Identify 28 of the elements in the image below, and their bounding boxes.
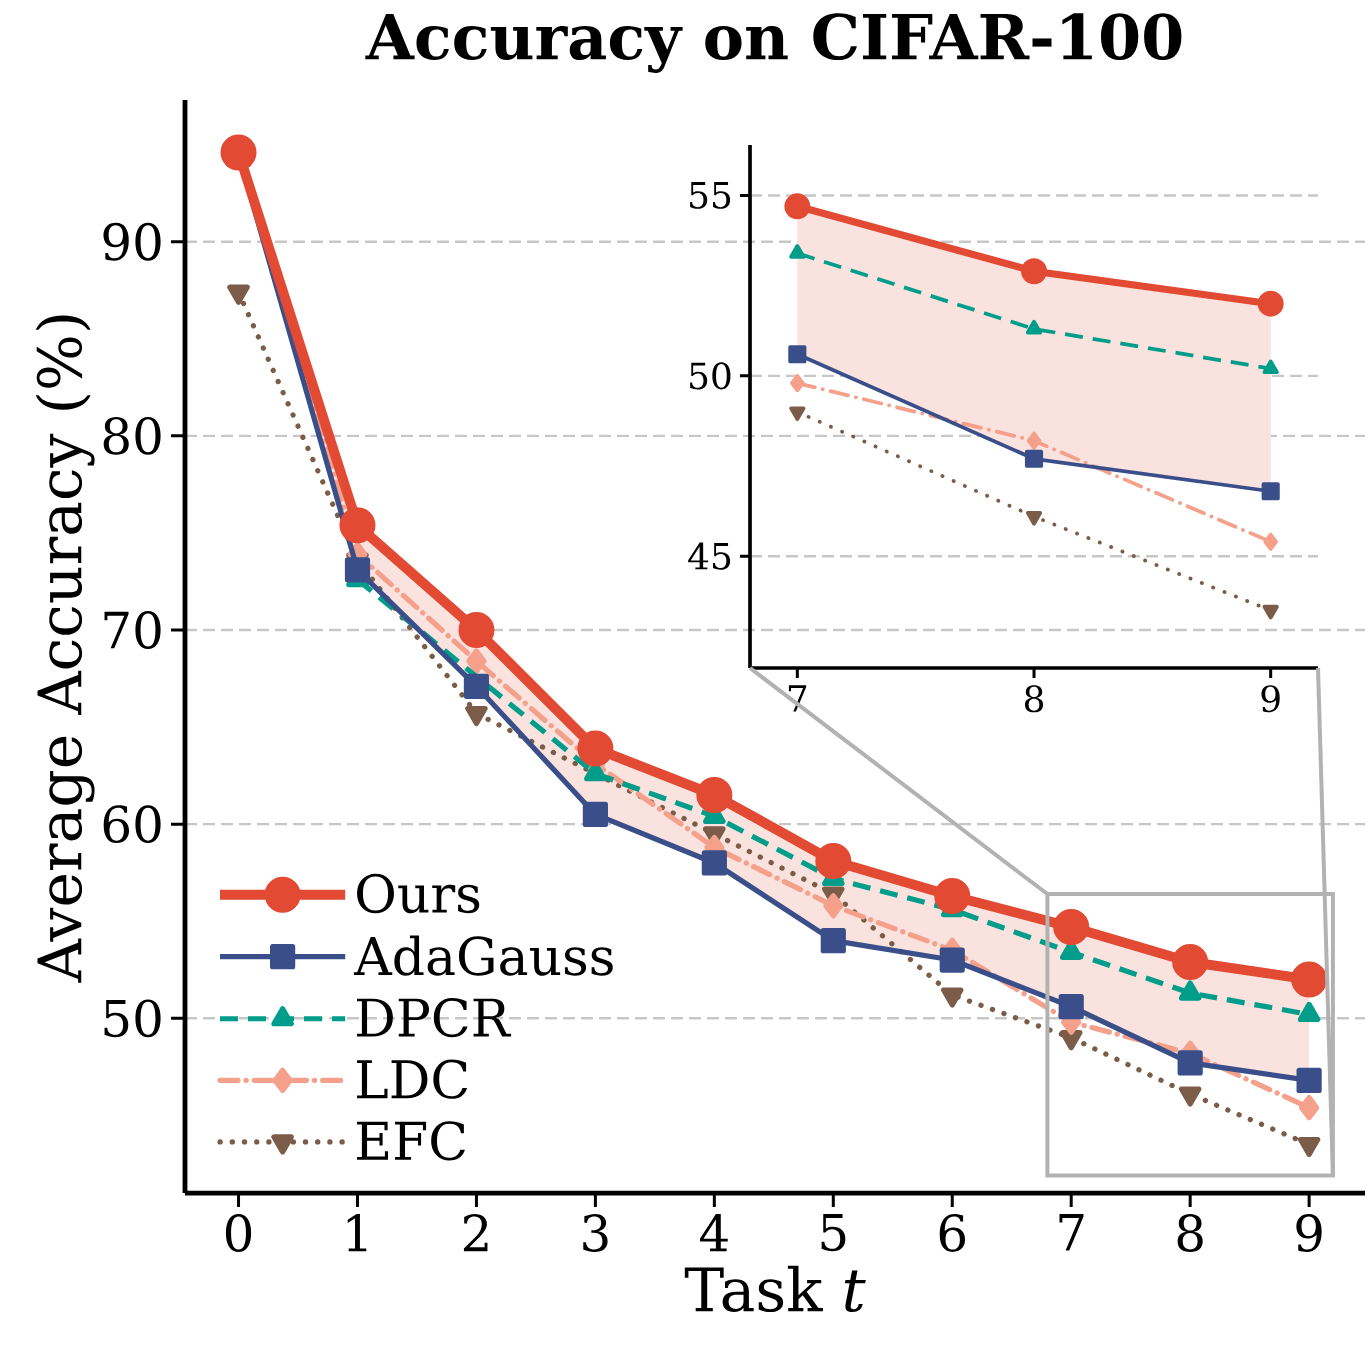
x-tick-label: 4: [699, 1214, 728, 1252]
x-tick-label: 5: [821, 1214, 846, 1252]
y-tick-label: 90: [103, 222, 161, 261]
y-tick-label: 70: [104, 611, 161, 649]
y-tick-label: 50: [104, 999, 161, 1038]
y-tick-label: 55: [690, 182, 731, 209]
y-tick-label: 80: [103, 416, 161, 455]
x-tick-label: 0: [225, 1214, 252, 1252]
y-axis-title: Average Accuracy (%): [35, 315, 95, 983]
y-tick-label: 45: [688, 542, 731, 570]
x-tick-label: 6: [939, 1214, 966, 1252]
legend-label: DPCR: [357, 997, 512, 1038]
x-tick-label: 9: [1296, 1214, 1322, 1252]
chart-title: Accuracy on CIFAR-100: [365, 13, 1182, 73]
x-tick-label: 2: [463, 1214, 488, 1252]
legend-label: EFC: [357, 1121, 465, 1161]
y-tick-label: 50: [690, 362, 731, 390]
x-tick-label: 8: [1177, 1214, 1203, 1252]
x-tick-label: 7: [1059, 1214, 1084, 1251]
x-axis-title: Task t: [684, 1265, 866, 1313]
x-tick-label: 9: [1261, 685, 1280, 713]
y-tick-label: 60: [103, 805, 161, 844]
legend-label: LDC: [357, 1059, 468, 1099]
x-tick-label: 8: [1024, 685, 1044, 713]
x-tick-label: 3: [583, 1214, 608, 1252]
legend-label: Ours: [357, 873, 480, 914]
legend-label: AdaGauss: [353, 935, 613, 976]
x-tick-label: 1: [347, 1214, 367, 1252]
